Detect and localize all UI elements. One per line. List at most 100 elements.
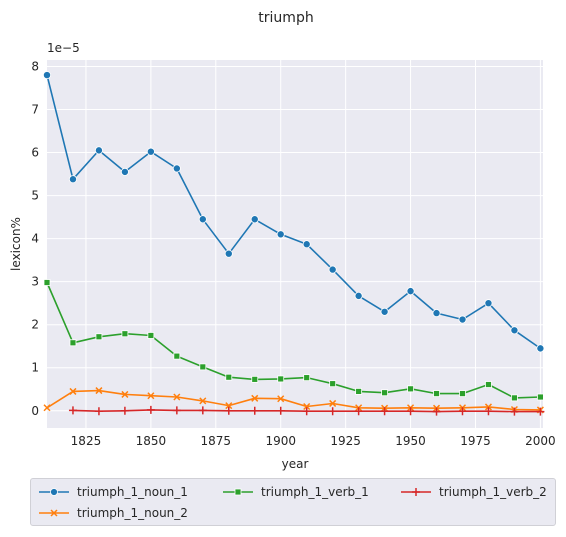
data-point xyxy=(277,395,285,403)
legend-label: triumph_1_verb_2 xyxy=(439,485,547,499)
data-point xyxy=(251,375,259,383)
legend-marker-x-icon xyxy=(39,509,69,517)
data-point xyxy=(69,339,77,347)
data-point xyxy=(511,394,518,402)
series-triumph_1_verb_1 xyxy=(43,279,544,402)
data-point xyxy=(146,405,155,414)
data-point xyxy=(432,407,441,416)
y-tick-label: 6 xyxy=(31,146,39,160)
chart-title: triumph xyxy=(258,10,313,26)
series-layer xyxy=(43,71,545,416)
data-point xyxy=(43,404,51,412)
data-point xyxy=(484,403,492,411)
data-point xyxy=(224,406,233,415)
data-point xyxy=(537,393,544,401)
x-tick-label: 1825 xyxy=(71,434,102,448)
data-point xyxy=(147,332,155,339)
data-point xyxy=(173,352,181,360)
x-axis-label: year xyxy=(282,457,309,471)
series-triumph_1_verb_2 xyxy=(68,405,545,416)
y-tick-label: 3 xyxy=(31,275,39,289)
data-point xyxy=(329,380,337,388)
series-line xyxy=(46,74,541,350)
x-tick-label: 1950 xyxy=(395,434,426,448)
series-line xyxy=(46,282,541,399)
data-point xyxy=(536,407,545,416)
data-point xyxy=(406,407,415,416)
data-point xyxy=(302,240,311,249)
data-point xyxy=(536,344,545,353)
data-point xyxy=(276,230,285,239)
data-point xyxy=(303,374,311,382)
data-point xyxy=(199,363,207,371)
data-point xyxy=(69,387,77,395)
tick-labels: 1825 1850 1875 1900 1925 1950 1975 2000 0 1 2 3 4 5 6 7… xyxy=(31,59,555,448)
legend-item-verb-2: triumph_1_verb_2 xyxy=(401,485,547,499)
data-point xyxy=(250,215,259,224)
y-tick-label: 4 xyxy=(31,232,39,246)
data-point xyxy=(458,315,467,324)
data-point xyxy=(121,390,129,398)
x-tick-label: 1925 xyxy=(330,434,361,448)
data-point xyxy=(328,407,337,416)
data-point xyxy=(380,407,389,416)
data-point xyxy=(485,381,492,388)
plot-area xyxy=(47,60,543,428)
x-tick-label: 1850 xyxy=(136,434,167,448)
data-point xyxy=(433,390,440,397)
data-point xyxy=(147,392,155,400)
data-point xyxy=(172,406,181,415)
data-point xyxy=(328,265,337,274)
y-tick-label: 1 xyxy=(31,361,39,375)
legend-item-noun-2: triumph_1_noun_2 xyxy=(39,506,188,520)
data-point xyxy=(224,249,233,258)
x-tick-label: 1975 xyxy=(460,434,491,448)
data-point xyxy=(95,387,103,395)
data-point xyxy=(198,406,207,415)
data-point xyxy=(172,164,181,173)
data-point xyxy=(250,406,259,415)
data-point xyxy=(458,407,467,416)
data-point xyxy=(199,397,207,405)
data-point xyxy=(510,326,519,335)
y-tick-label: 8 xyxy=(31,59,39,73)
y-tick-label: 5 xyxy=(31,189,39,203)
data-point xyxy=(120,406,129,415)
data-point xyxy=(120,167,129,176)
data-point xyxy=(303,402,311,411)
legend-item-noun-1: triumph_1_noun_1 xyxy=(39,485,188,499)
grid-lines xyxy=(47,60,543,428)
x-tick-label: 1875 xyxy=(201,434,232,448)
data-point xyxy=(94,407,103,416)
data-point xyxy=(355,388,363,395)
data-point xyxy=(276,406,285,415)
series-line xyxy=(46,389,541,411)
legend-label: triumph_1_noun_1 xyxy=(77,485,188,499)
y-offset-label: 1e−5 xyxy=(47,41,80,55)
data-point xyxy=(251,394,259,402)
legend-label: triumph_1_verb_1 xyxy=(261,485,369,499)
data-point xyxy=(198,215,207,224)
data-point xyxy=(459,390,466,397)
y-tick-label: 7 xyxy=(31,102,39,116)
y-tick-label: 2 xyxy=(31,318,39,332)
data-point xyxy=(43,71,52,80)
data-point xyxy=(95,333,103,341)
data-point xyxy=(510,407,519,416)
data-point xyxy=(406,287,415,296)
data-point xyxy=(94,146,103,155)
data-point xyxy=(121,330,129,338)
series-triumph_1_noun_1 xyxy=(43,71,545,353)
data-point xyxy=(407,385,414,393)
legend-label: triumph_1_noun_2 xyxy=(77,506,188,520)
data-point xyxy=(43,279,51,286)
data-point xyxy=(68,175,77,184)
data-point xyxy=(354,291,363,300)
data-point xyxy=(484,407,493,416)
legend: triumph_1_noun_1 triumph_1_noun_2 triump… xyxy=(30,478,556,526)
legend-marker-square-icon xyxy=(223,488,253,496)
y-axis-label: lexicon% xyxy=(9,217,23,271)
legend-item-verb-1: triumph_1_verb_1 xyxy=(223,485,369,499)
data-point xyxy=(302,407,311,416)
